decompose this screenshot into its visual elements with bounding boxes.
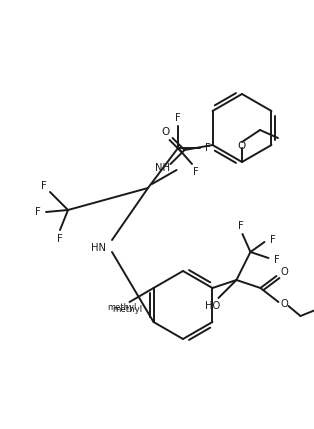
- Text: methyl: methyl: [112, 305, 143, 314]
- Text: O: O: [238, 141, 246, 151]
- Text: F: F: [273, 255, 279, 265]
- Text: F: F: [57, 234, 63, 244]
- Text: O: O: [161, 127, 170, 137]
- Text: F: F: [238, 221, 243, 231]
- Text: F: F: [270, 235, 275, 245]
- Text: F: F: [193, 167, 199, 177]
- Text: HN: HN: [90, 243, 106, 253]
- Text: F: F: [205, 143, 211, 153]
- Text: O: O: [281, 267, 288, 277]
- Text: F: F: [35, 207, 41, 217]
- Text: F: F: [175, 113, 181, 123]
- Text: HO: HO: [205, 301, 220, 311]
- Text: F: F: [41, 181, 47, 191]
- Text: NH: NH: [155, 163, 170, 173]
- Text: O: O: [281, 299, 288, 309]
- Text: methyl: methyl: [107, 302, 136, 311]
